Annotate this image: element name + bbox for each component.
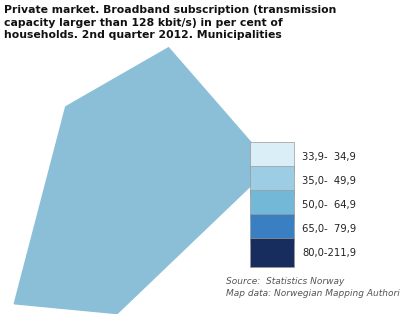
Text: Private market. Broadband subscription (transmission
capacity larger than 128 kb: Private market. Broadband subscription (… [4,5,336,40]
Text: 33,9-  34,9: 33,9- 34,9 [302,152,356,162]
Text: 50,0-  64,9: 50,0- 64,9 [302,200,356,210]
Polygon shape [14,48,272,314]
Text: 65,0-  79,9: 65,0- 79,9 [302,224,356,234]
Text: 35,0-  49,9: 35,0- 49,9 [302,176,356,186]
Text: Source:  Statistics Norway
Map data: Norwegian Mapping Authority: Source: Statistics Norway Map data: Norw… [226,277,400,298]
Text: 80,0-211,9: 80,0-211,9 [302,248,356,258]
